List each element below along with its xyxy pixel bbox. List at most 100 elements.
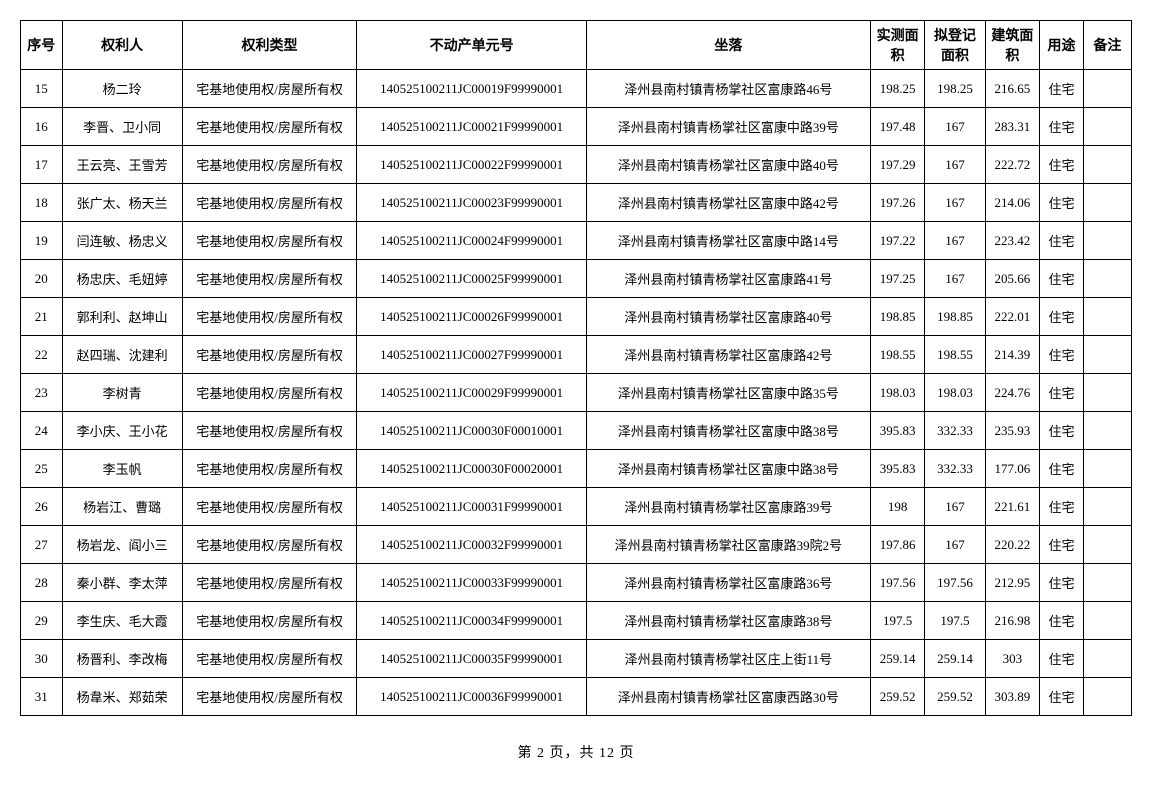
header-loc: 坐落: [586, 21, 870, 70]
cell-unit: 140525100211JC00030F00020001: [357, 450, 586, 488]
cell-remark: [1083, 640, 1131, 678]
cell-area3: 205.66: [985, 260, 1040, 298]
cell-owner: 李生庆、毛大霞: [62, 602, 182, 640]
cell-owner: 杨晋利、李改梅: [62, 640, 182, 678]
page-footer: 第 2 页，共 12 页: [20, 742, 1132, 762]
cell-rtype: 宅基地使用权/房屋所有权: [182, 564, 357, 602]
cell-loc: 泽州县南村镇青杨掌社区富康路40号: [586, 298, 870, 336]
cell-area3: 216.98: [985, 602, 1040, 640]
cell-area1: 197.48: [870, 108, 925, 146]
cell-area2: 167: [925, 526, 985, 564]
cell-loc: 泽州县南村镇青杨掌社区富康中路38号: [586, 450, 870, 488]
cell-rtype: 宅基地使用权/房屋所有权: [182, 640, 357, 678]
cell-loc: 泽州县南村镇青杨掌社区富康路42号: [586, 336, 870, 374]
cell-use: 住宅: [1040, 602, 1084, 640]
table-row: 15杨二玲宅基地使用权/房屋所有权140525100211JC00019F999…: [21, 70, 1132, 108]
header-unit: 不动产单元号: [357, 21, 586, 70]
cell-loc: 泽州县南村镇青杨掌社区富康路36号: [586, 564, 870, 602]
cell-area3: 214.39: [985, 336, 1040, 374]
cell-unit: 140525100211JC00027F99990001: [357, 336, 586, 374]
cell-use: 住宅: [1040, 374, 1084, 412]
cell-remark: [1083, 678, 1131, 716]
cell-area3: 216.65: [985, 70, 1040, 108]
table-row: 28秦小群、李太萍宅基地使用权/房屋所有权140525100211JC00033…: [21, 564, 1132, 602]
table-row: 27杨岩龙、阎小三宅基地使用权/房屋所有权140525100211JC00032…: [21, 526, 1132, 564]
cell-area2: 332.33: [925, 450, 985, 488]
cell-rtype: 宅基地使用权/房屋所有权: [182, 184, 357, 222]
cell-area3: 212.95: [985, 564, 1040, 602]
cell-unit: 140525100211JC00021F99990001: [357, 108, 586, 146]
cell-owner: 郭利利、赵坤山: [62, 298, 182, 336]
cell-use: 住宅: [1040, 260, 1084, 298]
cell-use: 住宅: [1040, 564, 1084, 602]
cell-owner: 李小庆、王小花: [62, 412, 182, 450]
cell-remark: [1083, 450, 1131, 488]
cell-loc: 泽州县南村镇青杨掌社区富康中路42号: [586, 184, 870, 222]
cell-remark: [1083, 146, 1131, 184]
cell-remark: [1083, 564, 1131, 602]
cell-rtype: 宅基地使用权/房屋所有权: [182, 336, 357, 374]
cell-use: 住宅: [1040, 146, 1084, 184]
cell-area2: 167: [925, 184, 985, 222]
cell-use: 住宅: [1040, 184, 1084, 222]
cell-remark: [1083, 184, 1131, 222]
cell-unit: 140525100211JC00030F00010001: [357, 412, 586, 450]
cell-seq: 27: [21, 526, 63, 564]
cell-rtype: 宅基地使用权/房屋所有权: [182, 526, 357, 564]
cell-unit: 140525100211JC00024F99990001: [357, 222, 586, 260]
cell-rtype: 宅基地使用权/房屋所有权: [182, 298, 357, 336]
cell-seq: 30: [21, 640, 63, 678]
cell-loc: 泽州县南村镇青杨掌社区富康中路40号: [586, 146, 870, 184]
cell-area2: 167: [925, 260, 985, 298]
cell-owner: 杨忠庆、毛妞婷: [62, 260, 182, 298]
cell-use: 住宅: [1040, 336, 1084, 374]
cell-use: 住宅: [1040, 678, 1084, 716]
cell-loc: 泽州县南村镇青杨掌社区富康路38号: [586, 602, 870, 640]
header-area3: 建筑面积: [985, 21, 1040, 70]
cell-owner: 李晋、卫小同: [62, 108, 182, 146]
cell-owner: 王云亮、王雪芳: [62, 146, 182, 184]
header-area1: 实测面积: [870, 21, 925, 70]
cell-loc: 泽州县南村镇青杨掌社区富康中路14号: [586, 222, 870, 260]
cell-seq: 28: [21, 564, 63, 602]
cell-remark: [1083, 526, 1131, 564]
cell-area1: 198.03: [870, 374, 925, 412]
cell-area1: 198: [870, 488, 925, 526]
header-rtype: 权利类型: [182, 21, 357, 70]
table-row: 25李玉帆宅基地使用权/房屋所有权140525100211JC00030F000…: [21, 450, 1132, 488]
cell-loc: 泽州县南村镇青杨掌社区富康路41号: [586, 260, 870, 298]
cell-remark: [1083, 374, 1131, 412]
cell-area3: 283.31: [985, 108, 1040, 146]
header-area2: 拟登记面积: [925, 21, 985, 70]
cell-unit: 140525100211JC00032F99990001: [357, 526, 586, 564]
cell-loc: 泽州县南村镇青杨掌社区富康中路39号: [586, 108, 870, 146]
header-owner: 权利人: [62, 21, 182, 70]
cell-area2: 259.14: [925, 640, 985, 678]
cell-area2: 167: [925, 146, 985, 184]
cell-seq: 22: [21, 336, 63, 374]
table-row: 29李生庆、毛大霞宅基地使用权/房屋所有权140525100211JC00034…: [21, 602, 1132, 640]
cell-area3: 223.42: [985, 222, 1040, 260]
cell-owner: 赵四瑞、沈建利: [62, 336, 182, 374]
cell-unit: 140525100211JC00022F99990001: [357, 146, 586, 184]
cell-area3: 220.22: [985, 526, 1040, 564]
header-use: 用途: [1040, 21, 1084, 70]
table-row: 16李晋、卫小同宅基地使用权/房屋所有权140525100211JC00021F…: [21, 108, 1132, 146]
cell-unit: 140525100211JC00023F99990001: [357, 184, 586, 222]
cell-use: 住宅: [1040, 222, 1084, 260]
table-row: 30杨晋利、李改梅宅基地使用权/房屋所有权140525100211JC00035…: [21, 640, 1132, 678]
cell-rtype: 宅基地使用权/房屋所有权: [182, 222, 357, 260]
header-remark: 备注: [1083, 21, 1131, 70]
cell-area1: 259.14: [870, 640, 925, 678]
cell-area3: 221.61: [985, 488, 1040, 526]
cell-rtype: 宅基地使用权/房屋所有权: [182, 412, 357, 450]
cell-area1: 197.22: [870, 222, 925, 260]
cell-seq: 26: [21, 488, 63, 526]
table-row: 23李树青宅基地使用权/房屋所有权140525100211JC00029F999…: [21, 374, 1132, 412]
cell-use: 住宅: [1040, 412, 1084, 450]
cell-owner: 闫连敏、杨忠义: [62, 222, 182, 260]
cell-remark: [1083, 70, 1131, 108]
cell-area3: 303.89: [985, 678, 1040, 716]
cell-unit: 140525100211JC00033F99990001: [357, 564, 586, 602]
cell-remark: [1083, 260, 1131, 298]
